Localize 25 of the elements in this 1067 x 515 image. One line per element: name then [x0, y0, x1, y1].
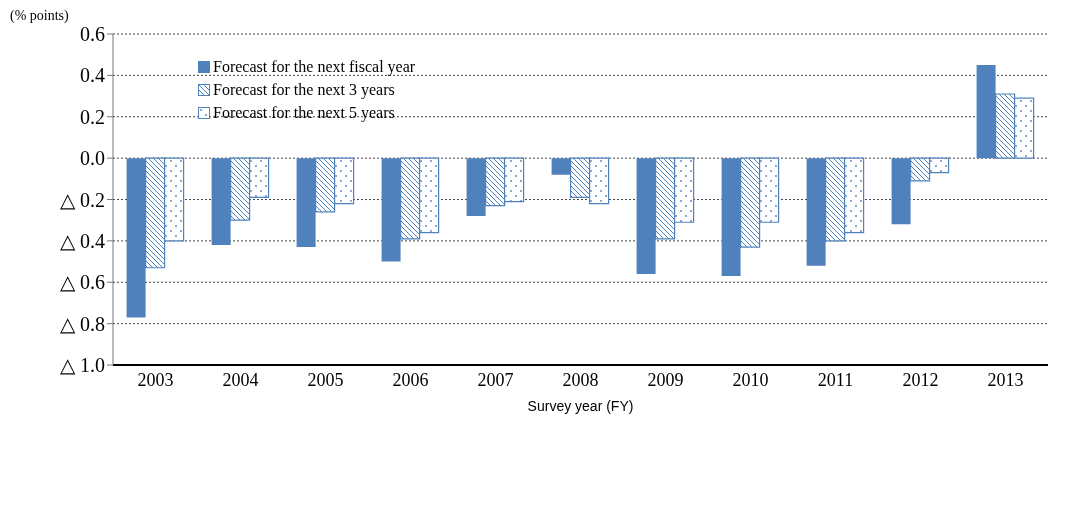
y-tick-label: △ 0.8 — [60, 312, 105, 335]
x-tick-label: 2009 — [647, 369, 684, 390]
y-tick-label: △ 0.6 — [60, 271, 105, 294]
legend-label: Forecast for the next fiscal year — [213, 58, 416, 76]
y-tick-label: 0.6 — [80, 23, 105, 46]
x-tick-label: 2007 — [477, 369, 514, 390]
legend-label: Forecast for the next 5 years — [213, 104, 395, 122]
y-tick-label: 0.2 — [80, 105, 105, 128]
x-tick-label: 2013 — [987, 369, 1024, 390]
y-tick-label: △ 1.0 — [60, 354, 105, 377]
y-tick-label: 0.0 — [80, 147, 105, 170]
x-tick-label: 2006 — [392, 369, 429, 390]
x-tick-label: 2005 — [307, 369, 344, 390]
x-tick-label: 2008 — [562, 369, 599, 390]
x-axis-title: Survey year (FY) — [527, 398, 634, 414]
x-tick-label: 2011 — [817, 369, 854, 390]
y-tick-label: △ 0.4 — [60, 229, 105, 252]
x-tick-label: 2012 — [902, 369, 939, 390]
x-tick-label: 2003 — [137, 369, 174, 390]
y-tick-label: 0.4 — [80, 64, 105, 87]
y-tick-label: △ 0.2 — [60, 188, 105, 211]
x-tick-label: 2004 — [222, 369, 259, 390]
x-tick-label: 2010 — [732, 369, 769, 390]
legend-label: Forecast for the next 3 years — [213, 81, 395, 99]
y-axis-title: (% points) — [10, 8, 69, 24]
